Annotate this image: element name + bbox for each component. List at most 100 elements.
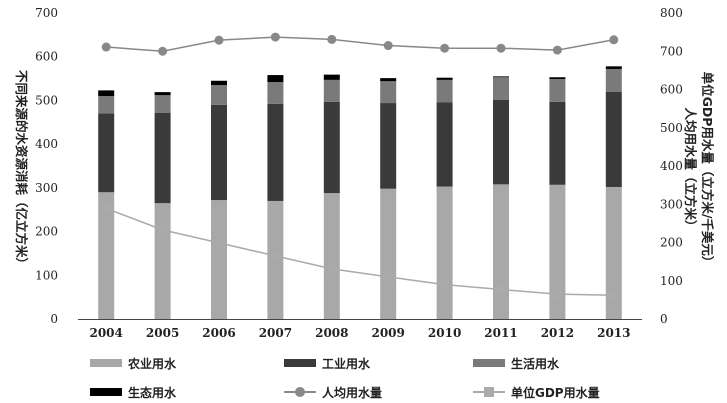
left-tick-label: 300 <box>35 181 58 195</box>
legend-item-domestic: 生活用水 <box>473 353 559 373</box>
legend-item-industry: 工业用水 <box>284 353 370 373</box>
legend-item-per-capita: 人均用水量 <box>284 382 382 402</box>
line-point <box>440 43 450 53</box>
x-tick-label: 2007 <box>259 326 292 340</box>
x-tick-label: 2012 <box>541 326 574 340</box>
bar-segment <box>211 104 227 201</box>
lines <box>101 32 619 300</box>
right-axis: 0 100 200 300 400 500 600 700 800 <box>660 6 683 326</box>
line-point <box>327 34 337 44</box>
bar-segment <box>154 92 171 96</box>
bar-segment <box>493 99 509 185</box>
legend-swatch-ecology <box>90 386 122 398</box>
legend-swatch-gdp <box>473 386 505 398</box>
line-point <box>552 289 562 299</box>
x-tick-label: 2011 <box>484 326 517 340</box>
line-point <box>383 41 393 51</box>
series-line <box>106 36 614 53</box>
bar-segment <box>605 91 622 187</box>
bar-segment <box>267 75 284 83</box>
right-axis-title-per-capita: 人均用水量（立方米） <box>683 107 698 232</box>
bar-segment <box>549 77 566 80</box>
right-tick-label: 700 <box>660 44 683 58</box>
bar-segment <box>323 101 340 194</box>
bar-segment <box>605 68 622 92</box>
line-point <box>101 203 111 213</box>
x-axis: 2004 2005 2006 2007 2008 2009 2010 2011 2012 2013 <box>78 319 642 340</box>
right-tick-label: 500 <box>660 121 683 135</box>
line-point <box>552 45 562 55</box>
right-tick-label: 600 <box>660 83 683 97</box>
bar-segment <box>211 80 227 86</box>
right-tick-label: 200 <box>660 236 683 250</box>
bar-segment <box>323 193 340 319</box>
legend-swatch-domestic <box>473 357 505 369</box>
legend-label-agriculture: 农业用水 <box>128 356 177 371</box>
left-axis: 0 100 200 300 400 500 600 700 <box>35 6 58 326</box>
bar-segment <box>493 77 509 100</box>
legend-swatch-agriculture <box>90 357 122 369</box>
left-tick-label: 200 <box>35 225 58 239</box>
line-point <box>270 32 280 42</box>
bar-segment <box>154 95 171 113</box>
legend-item-agriculture: 农业用水 <box>90 353 176 373</box>
bar-segment <box>98 96 115 114</box>
line-point <box>158 46 168 56</box>
legend-label-gdp: 单位GDP用水量 <box>511 385 600 400</box>
bar-segment <box>380 188 397 319</box>
bar-segment <box>549 101 566 185</box>
right-axis-title-gdp: 单位GDP用水量（立方米/千美元） <box>700 72 715 269</box>
legend-item-gdp: 单位GDP用水量 <box>473 382 600 402</box>
left-tick-label: 500 <box>35 93 58 107</box>
bar-segment <box>98 192 115 319</box>
line-point <box>270 251 280 261</box>
bar-segment <box>211 85 227 105</box>
bar-segment <box>436 102 453 187</box>
line-point <box>496 43 506 53</box>
bar-segment <box>549 184 566 319</box>
legend-label-industry: 工业用水 <box>322 356 371 371</box>
legend-label-domestic: 生活用水 <box>511 356 560 371</box>
bar-segment <box>323 74 340 80</box>
bar-segment <box>380 81 397 104</box>
bar-segment <box>380 78 397 82</box>
x-tick-label: 2013 <box>597 326 630 340</box>
right-tick-label: 100 <box>660 274 683 288</box>
bar-segment <box>98 90 115 97</box>
legend-label-ecology: 生态用水 <box>128 385 177 400</box>
bar-segment <box>380 103 397 189</box>
line-point <box>214 238 224 248</box>
bar-segment <box>267 82 284 104</box>
x-tick-label: 2008 <box>315 326 348 340</box>
x-tick-label: 2010 <box>428 326 461 340</box>
bar-segment <box>323 79 340 102</box>
x-tick-label: 2005 <box>146 326 179 340</box>
line-point <box>609 35 619 45</box>
legend-swatch-industry <box>284 357 316 369</box>
right-tick-label: 0 <box>660 312 668 326</box>
line-point <box>214 35 224 45</box>
bar-segment <box>605 66 622 69</box>
right-tick-label: 400 <box>660 159 683 173</box>
bars <box>98 66 622 319</box>
left-tick-label: 600 <box>35 50 58 64</box>
line-point <box>383 272 393 282</box>
bar-segment <box>267 103 284 201</box>
legend-swatch-per-capita <box>284 386 316 398</box>
line-point <box>609 290 619 300</box>
legend: 农业用水 工业用水 生活用水 生态用水 人均用水量 单位GDP用水量 <box>0 345 727 403</box>
bar-segment <box>436 77 453 80</box>
bar-segment <box>211 200 227 319</box>
line-point <box>158 225 168 235</box>
x-tick-label: 2004 <box>89 326 122 340</box>
bar-segment <box>154 203 171 319</box>
right-tick-label: 800 <box>660 6 683 20</box>
bar-segment <box>154 112 171 204</box>
right-tick-label: 300 <box>660 197 683 211</box>
legend-item-ecology: 生态用水 <box>90 382 176 402</box>
x-tick-label: 2006 <box>202 326 235 340</box>
left-axis-title: 不同来源的水资源消耗（亿立方米） <box>14 70 29 270</box>
chart: 0 100 200 300 400 500 600 700 0 100 200 300 400 500 6… <box>14 6 715 340</box>
legend-label-per-capita: 人均用水量 <box>322 385 383 400</box>
bar-segment <box>493 76 509 78</box>
